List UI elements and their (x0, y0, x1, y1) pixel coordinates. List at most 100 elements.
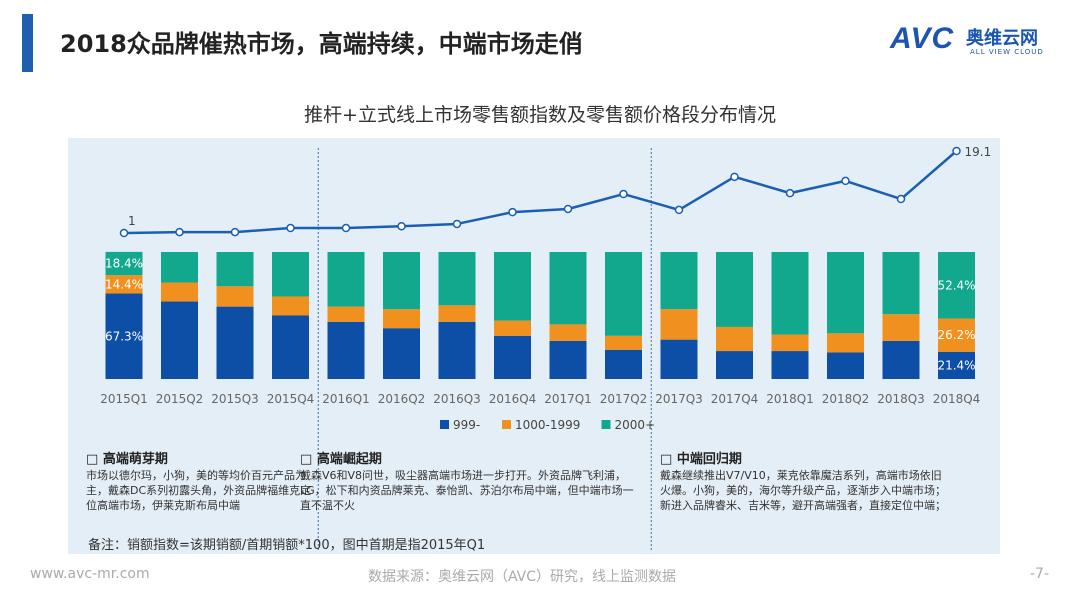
footnote: 备注：销额指数=该期销额/首期销额*100，图中首期是指2015年Q1 (88, 538, 486, 553)
index-point (841, 176, 850, 186)
bar-999- (605, 349, 642, 379)
section-title: □ 中端回归期 (660, 452, 742, 467)
section-text: 戴森V6和V8问世，吸尘器高端市场进一步打开。外资品牌飞利浦，LG，松下和内资品… (300, 469, 634, 512)
index-point (952, 146, 961, 156)
x-tick-label: 2017Q1 (544, 392, 592, 406)
index-point (674, 205, 684, 215)
section-title-text: 高端萌芽期 (102, 452, 168, 467)
bar-2000+ (549, 252, 587, 325)
bar-1000-1999 (827, 333, 864, 353)
bar-2000+ (438, 252, 476, 306)
section-title-text: 中端回归期 (676, 452, 742, 467)
index-point (619, 189, 628, 199)
bar-1000-1999 (327, 306, 365, 322)
bar-2000+ (494, 252, 531, 321)
x-tick-label: 2016Q2 (378, 392, 426, 406)
legend-label: 1000-1999 (515, 418, 580, 432)
section-text: 戴森继续推出V7/V10，莱克依靠魔洁系列，高端市场依旧火爆。小狗，美的，海尔等… (660, 469, 946, 512)
x-tick-label: 2016Q1 (322, 392, 370, 406)
bar-2000+ (327, 252, 365, 307)
bar-2000+ (605, 252, 642, 336)
bar-1000-1999 (605, 335, 642, 350)
index-point (730, 172, 739, 182)
index-point (508, 207, 517, 217)
index-point (119, 228, 129, 238)
x-tick-label: 2018Q2 (822, 392, 870, 406)
bar-1000-1999 (771, 334, 809, 352)
avc-logo: AVC 奥维云网 ALL VIEW CLOUD (890, 22, 1060, 62)
bar-999- (938, 351, 975, 379)
section-3: □ 中端回归期戴森继续推出V7/V10，莱克依靠魔洁系列，高端市场依旧火爆。小狗… (660, 452, 950, 513)
bar-2000+ (771, 252, 809, 335)
x-tick-label: 2015Q1 (100, 392, 148, 406)
x-tick-label: 2015Q3 (211, 392, 259, 406)
index-point (341, 223, 351, 233)
x-tick-label: 2015Q2 (156, 392, 204, 406)
bar-2000+ (216, 252, 254, 287)
index-point (175, 227, 184, 237)
bar-2000+ (161, 252, 198, 283)
index-label: 19.1 (965, 145, 992, 159)
bar-999- (771, 351, 809, 379)
bar-2000+ (272, 252, 309, 297)
data-label: 67.3% (105, 329, 143, 343)
index-point (230, 227, 240, 237)
bar-999- (161, 301, 198, 379)
x-tick-label: 2018Q4 (933, 392, 981, 406)
logo-mark: AVC (890, 22, 955, 55)
legend-swatch (440, 420, 449, 429)
bar-2000+ (660, 252, 698, 310)
bar-1000-1999 (383, 309, 420, 329)
page-title: 2018众品牌催热市场，高端持续，中端市场走俏 (60, 30, 583, 58)
index-point (286, 223, 295, 233)
legend-swatch (502, 420, 511, 429)
bar-1000-1999 (716, 326, 753, 352)
bar-1000-1999 (494, 320, 531, 336)
bar-1000-1999 (438, 305, 476, 322)
index-point (563, 204, 573, 214)
bar-2000+ (716, 252, 753, 327)
bar-1000-1999 (660, 309, 698, 340)
chart-title: 推杆+立式线上市场零售额指数及零售额价格段分布情况 (304, 104, 776, 126)
x-tick-label: 2017Q3 (655, 392, 703, 406)
section-title: □ 高端萌芽期 (86, 452, 168, 467)
bar-999- (549, 340, 587, 379)
bar-999- (216, 306, 254, 379)
bar-1000-1999 (161, 282, 198, 302)
title-accent-bar (22, 14, 33, 72)
logo-en: ALL VIEW CLOUD (970, 48, 1044, 56)
bar-2000+ (882, 252, 920, 315)
bar-2000+ (105, 251, 143, 276)
bar-2000+ (938, 252, 975, 319)
bar-1000-1999 (938, 318, 975, 352)
x-tick-label: 2015Q4 (267, 392, 315, 406)
bar-999- (660, 339, 698, 379)
bar-1000-1999 (216, 286, 254, 307)
bar-999- (438, 321, 476, 379)
bar-1000-1999 (882, 314, 920, 341)
data-label: 52.4% (937, 278, 975, 292)
section-1: □ 高端萌芽期市场以德尔玛，小狗，美的等均价百元产品为主，戴森DC系列初露头角，… (86, 452, 316, 513)
index-line (123, 150, 958, 235)
x-tick-label: 2018Q1 (766, 392, 814, 406)
x-tick-label: 2018Q3 (877, 392, 925, 406)
section-text: 市场以德尔玛，小狗，美的等均价百元产品为主，戴森DC系列初露头角，外资品牌福维克… (86, 469, 312, 512)
data-label: 18.4% (105, 257, 143, 271)
bar-999- (716, 351, 753, 379)
legend-swatch (601, 420, 611, 429)
bar-999- (383, 328, 420, 379)
section-title-text: 高端崛起期 (316, 452, 382, 467)
legend-label: 2000+ (615, 418, 656, 432)
website-link[interactable]: www.avc-mr.com (30, 566, 150, 582)
bar-1000-1999 (105, 275, 143, 294)
index-point (397, 221, 406, 231)
legend-label: 999- (453, 418, 480, 432)
bar-999- (327, 321, 365, 379)
bar-2000+ (383, 252, 420, 310)
bar-1000-1999 (549, 324, 587, 341)
x-tick-label: 2017Q2 (600, 392, 648, 406)
bar-999- (827, 352, 864, 379)
index-point (785, 188, 795, 198)
bar-999- (494, 335, 531, 379)
